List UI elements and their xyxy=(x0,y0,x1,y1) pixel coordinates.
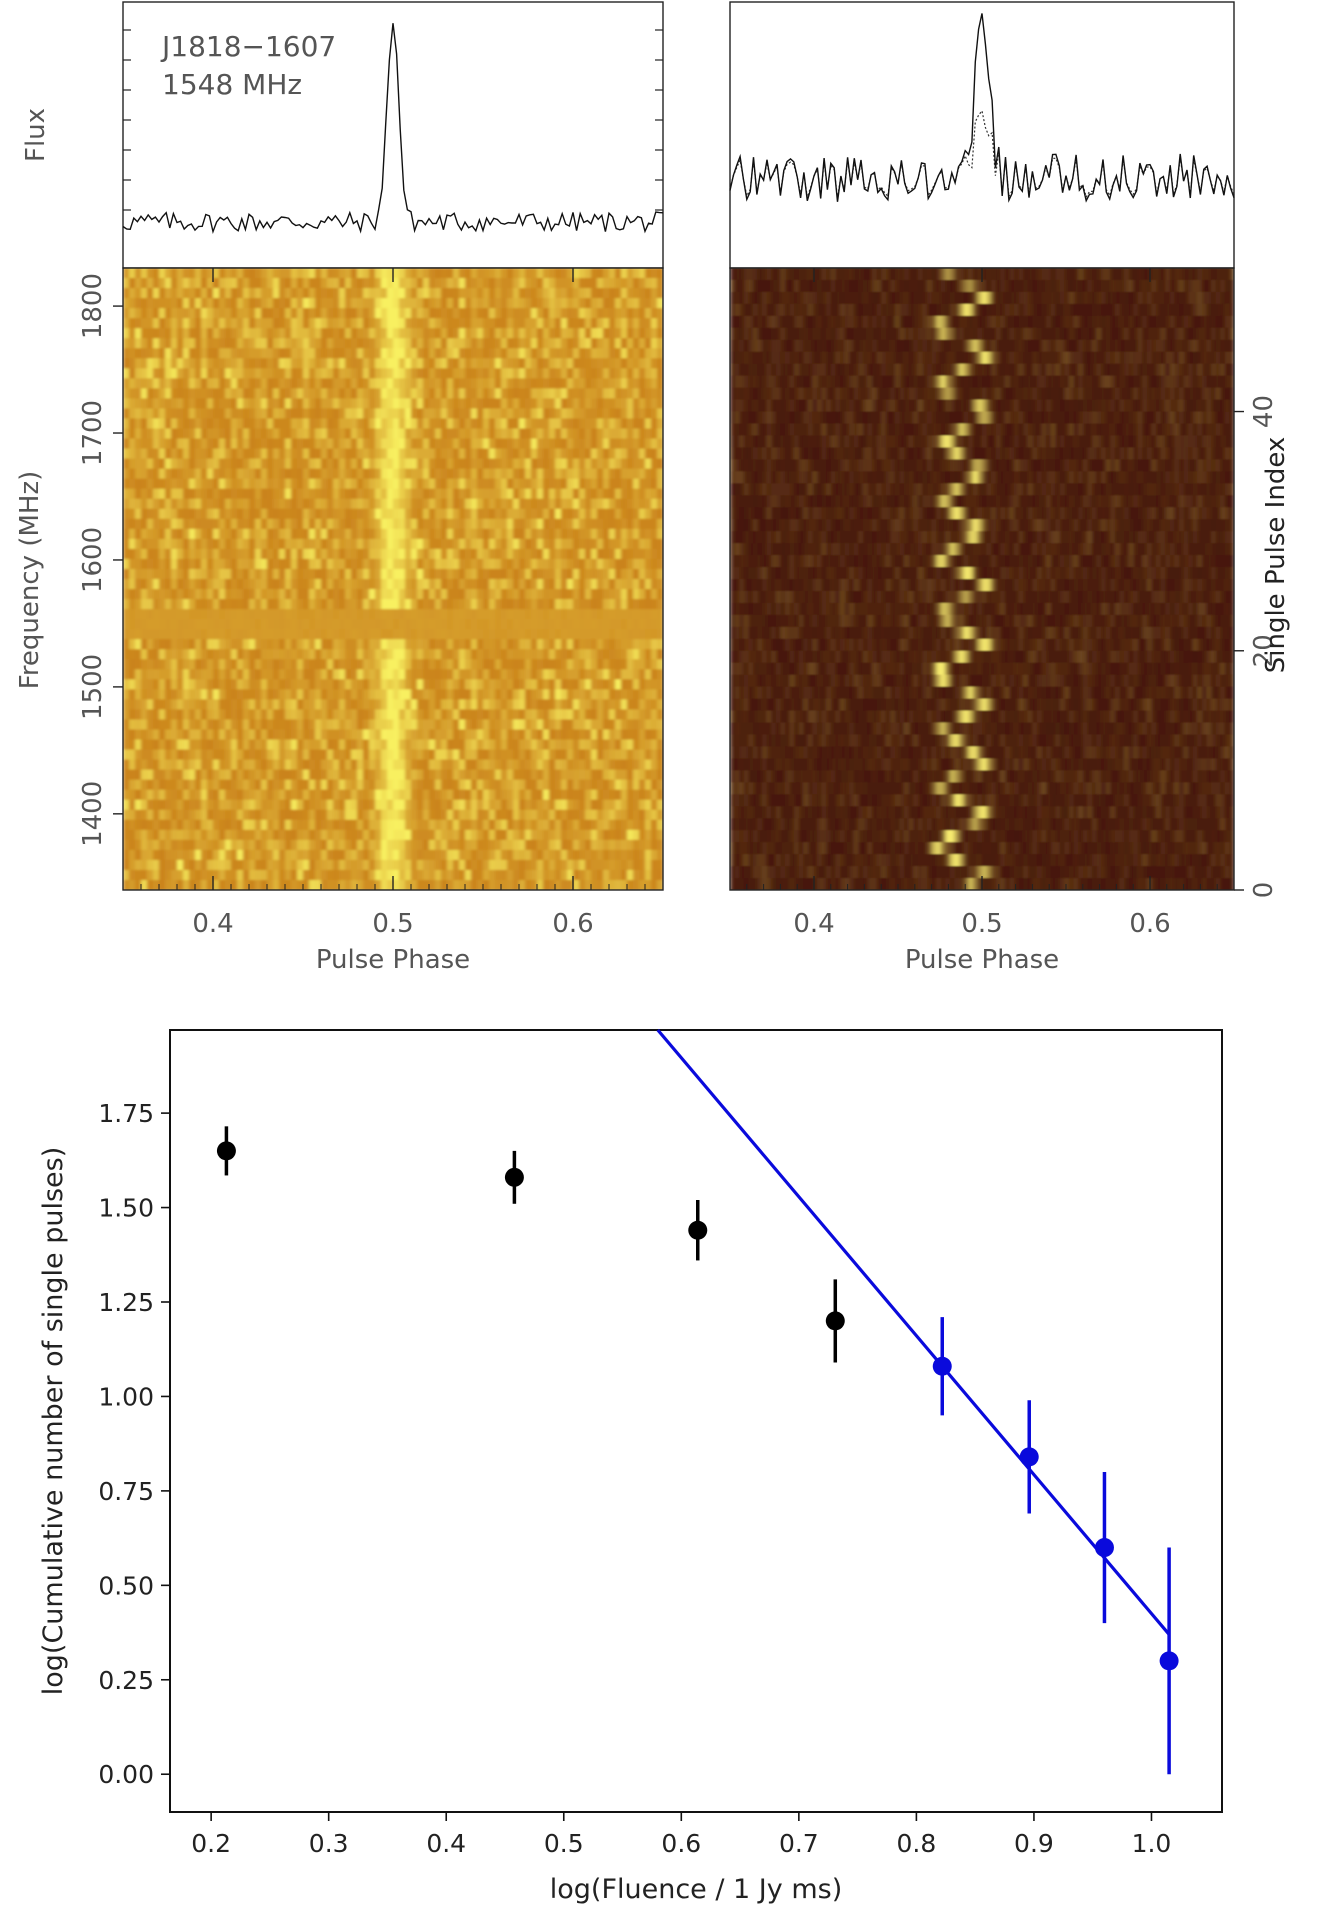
y-tick-label: 0.00 xyxy=(98,1760,154,1789)
x-tick-label: 0.6 xyxy=(661,1829,701,1858)
x-tick-label: 0.4 xyxy=(192,909,233,939)
x-tick-label: 0.5 xyxy=(961,909,1002,939)
fit-line xyxy=(656,1028,1171,1636)
y-tick-label: 1500 xyxy=(78,654,108,720)
scatter-marks xyxy=(216,1028,1179,1775)
x-tick-label: 1.0 xyxy=(1132,1829,1172,1858)
y-tick-label: 1600 xyxy=(78,527,108,593)
x-tick-label: 0.3 xyxy=(309,1829,349,1858)
profile-left-ticks xyxy=(123,29,663,211)
data-point xyxy=(216,1141,236,1161)
x-tick-label: 0.9 xyxy=(1014,1829,1054,1858)
scatter-axes: 0.2 0.3 0.4 0.5 0.6 0.7 0.8 0.9 1.0 0.00 0.25 0.50 0… xyxy=(98,1099,1171,1858)
panel-bottom: 0.2 0.3 0.4 0.5 0.6 0.7 0.8 0.9 1.0 0.00 0.25 0.50 0… xyxy=(38,1028,1223,1905)
panel-top-right: 0.4 0.5 0.6 0 20 40 Single Pulse Index Pulse … xyxy=(729,1,1291,975)
data-point xyxy=(1159,1651,1179,1671)
y-tick-label: 40 xyxy=(1249,395,1279,428)
profile-panel-left: J1818−1607 1548 MHz Flux xyxy=(21,1,664,269)
x-tick-label: 0.6 xyxy=(1129,909,1170,939)
x-tick-label: 0.5 xyxy=(544,1829,584,1858)
dynamic-spectrum-heatmap xyxy=(123,268,663,890)
flux-axis-label: Flux xyxy=(21,108,51,162)
single-pulse-index-label: Single Pulse Index xyxy=(1261,437,1291,674)
scatter-frame xyxy=(169,1029,1223,1813)
pulse-phase-label-left: Pulse Phase xyxy=(316,945,470,975)
frequency-axis-label: Frequency (MHz) xyxy=(15,471,45,690)
cumulative-axis-label: log(Cumulative number of single pulses) xyxy=(38,1147,69,1696)
heatmap-right-axes: 0.4 0.5 0.6 0 20 40 xyxy=(729,268,1279,939)
x-tick-label: 0.2 xyxy=(191,1829,231,1858)
data-point xyxy=(1094,1538,1114,1558)
y-tick-label: 1.25 xyxy=(98,1288,154,1317)
data-point xyxy=(1019,1447,1039,1467)
y-tick-label: 1.50 xyxy=(98,1194,154,1223)
data-point xyxy=(932,1356,952,1376)
y-tick-label: 0.25 xyxy=(98,1666,154,1695)
y-tick-label: 0 xyxy=(1249,882,1279,899)
x-tick-label: 0.7 xyxy=(779,1829,819,1858)
y-tick-label: 1.00 xyxy=(98,1382,154,1411)
x-tick-label: 0.4 xyxy=(793,909,834,939)
data-point xyxy=(825,1311,845,1331)
y-tick-label: 1.75 xyxy=(98,1099,154,1128)
profile-panel-right xyxy=(729,1,1235,269)
x-tick-label: 0.8 xyxy=(897,1829,937,1858)
x-tick-label: 0.4 xyxy=(426,1829,466,1858)
y-tick-label: 1700 xyxy=(78,400,108,466)
data-point xyxy=(504,1167,524,1187)
data-point xyxy=(688,1220,708,1240)
source-name: J1818−1607 xyxy=(160,30,336,63)
pulse-profile-right xyxy=(729,13,1235,203)
y-tick-label: 1400 xyxy=(78,781,108,847)
y-tick-label: 20 xyxy=(1249,634,1279,667)
heatmap-left-axes: 0.4 0.5 0.6 1400 1500 1600 1700 1800 xyxy=(78,268,664,939)
fluence-axis-label: log(Fluence / 1 Jy ms) xyxy=(550,1874,842,1905)
pulse-phase-label-right: Pulse Phase xyxy=(905,945,1059,975)
single-pulse-heatmap xyxy=(730,268,1234,890)
y-tick-label: 1800 xyxy=(78,273,108,339)
x-tick-label: 0.5 xyxy=(372,909,413,939)
y-tick-label: 0.50 xyxy=(98,1571,154,1600)
x-tick-label: 0.6 xyxy=(552,909,593,939)
panel-top-left: J1818−1607 1548 MHz Flux 0.4 0.5 0.6 1400 15… xyxy=(15,1,664,975)
observing-frequency: 1548 MHz xyxy=(162,68,302,101)
pulse-profile-left xyxy=(122,23,664,235)
y-tick-label: 0.75 xyxy=(98,1477,154,1506)
